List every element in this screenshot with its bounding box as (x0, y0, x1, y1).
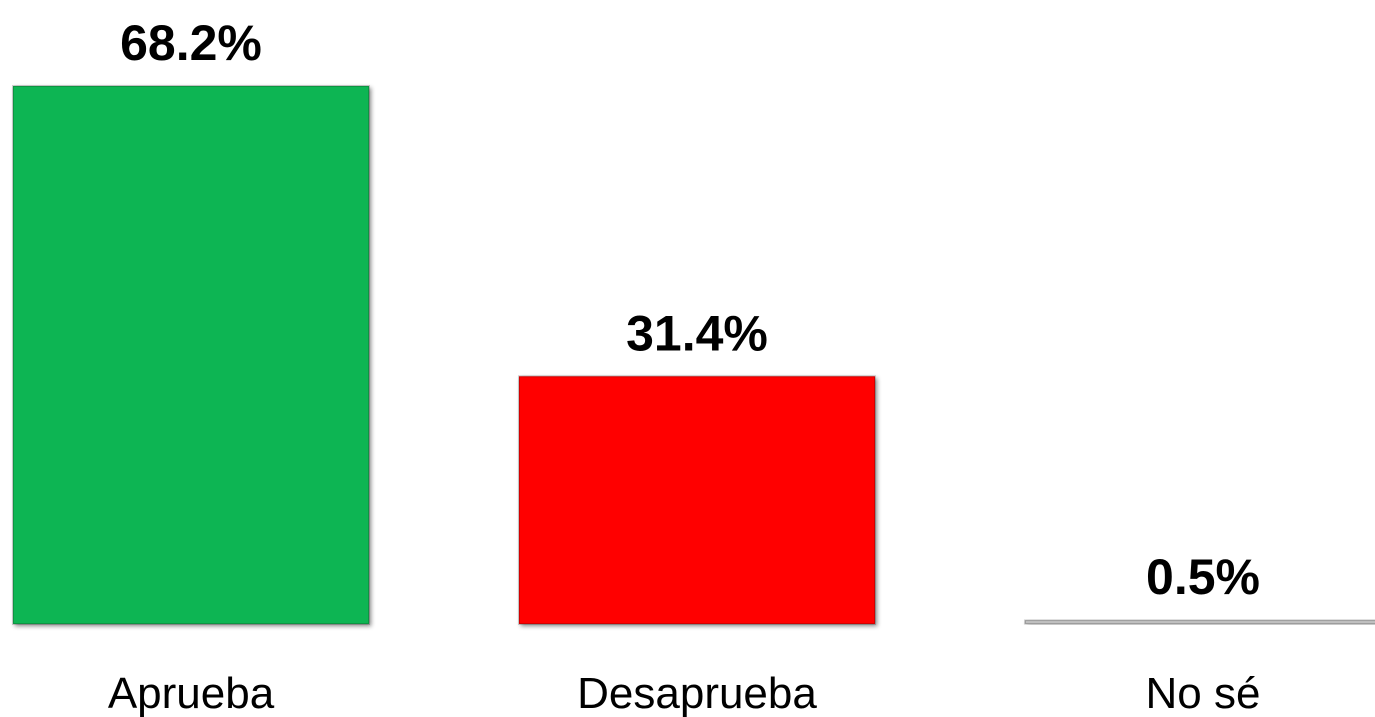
bar (1024, 619, 1375, 626)
bar (518, 375, 876, 626)
category-label: Desaprueba (577, 669, 817, 717)
value-label: 31.4% (626, 305, 768, 361)
value-label: 0.5% (1146, 549, 1260, 605)
bar (12, 85, 370, 625)
category-label: No sé (1146, 669, 1261, 717)
category-label: Aprueba (108, 669, 275, 717)
value-label: 68.2% (120, 15, 262, 71)
